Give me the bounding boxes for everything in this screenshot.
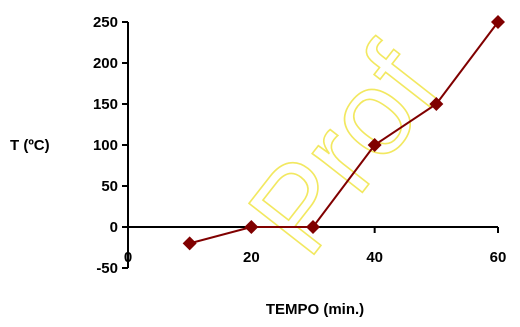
x-tick-label: 0	[124, 249, 132, 266]
watermark-text: Prof	[223, 22, 464, 278]
y-tick-label: 200	[93, 55, 118, 72]
data-point	[491, 15, 505, 29]
x-tick-label: 60	[490, 249, 507, 266]
x-tick-label: 40	[366, 249, 383, 266]
y-tick-label: -50	[96, 260, 118, 277]
data-point	[429, 97, 444, 111]
x-tick-label: 20	[243, 249, 260, 266]
y-ticks: -50 0 50 100 150 200 250	[93, 14, 128, 277]
series-line	[189, 21, 499, 245]
data-point	[306, 220, 320, 234]
series-layer	[182, 15, 505, 251]
y-tick-label: 250	[93, 14, 118, 31]
watermark: Prof	[222, 21, 465, 279]
y-tick-label: 0	[110, 219, 118, 236]
y-tick-label: 100	[93, 137, 118, 154]
y-tick-label: 150	[93, 96, 118, 113]
data-point	[182, 236, 197, 251]
x-axis-title: TEMPO (min.)	[266, 301, 364, 318]
y-tick-label: 50	[101, 178, 118, 195]
data-point	[244, 220, 259, 234]
y-axis-title: T (ºC)	[10, 137, 50, 154]
data-point	[367, 138, 382, 152]
